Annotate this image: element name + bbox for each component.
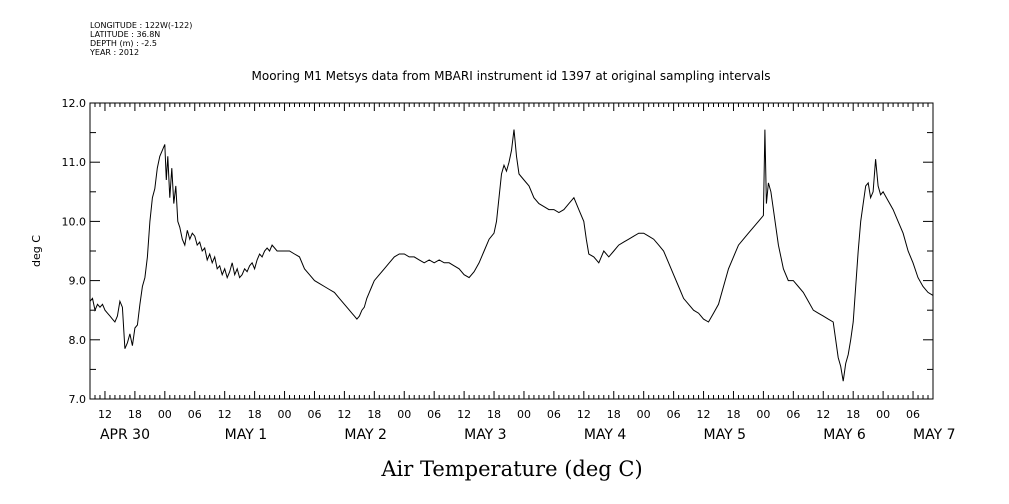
y-axis-label: deg C xyxy=(30,235,43,267)
series-line xyxy=(89,129,934,382)
x-hour-label: 18 xyxy=(128,408,142,421)
x-hour-label: 06 xyxy=(667,408,681,421)
x-hour-label: 18 xyxy=(487,408,501,421)
axis-labels: 7.0 8.0 9.0 10.0 11.0 12.0 12 18 00 06 12 18 00 06 12 1… xyxy=(62,97,956,443)
x-hour-label: 00 xyxy=(397,408,411,421)
x-hour-label: 06 xyxy=(906,408,920,421)
x-hour-label: 12 xyxy=(697,408,711,421)
y-tick-label: 10.0 xyxy=(62,215,87,228)
x-hour-label: 12 xyxy=(98,408,112,421)
y-tick-label: 12.0 xyxy=(62,97,87,110)
meta-latitude: LATITUDE : 36.8N xyxy=(90,30,161,39)
y-tick-label: 7.0 xyxy=(69,393,87,406)
x-hour-label: 12 xyxy=(457,408,471,421)
x-hour-label: 06 xyxy=(786,408,800,421)
x-hour-label: 06 xyxy=(547,408,561,421)
x-hour-label: 00 xyxy=(876,408,890,421)
metadata-block: LONGITUDE : 122W(-122) LATITUDE : 36.8N … xyxy=(90,21,192,57)
x-hour-label: 12 xyxy=(218,408,232,421)
x-axis-label: Air Temperature (deg C) xyxy=(380,457,642,481)
x-date-label: MAY 7 xyxy=(913,427,955,443)
x-date-label: MAY 5 xyxy=(704,427,746,443)
x-date-label: MAY 1 xyxy=(225,427,267,443)
x-hour-label: 18 xyxy=(367,408,381,421)
x-date-label: APR 30 xyxy=(100,427,150,443)
x-date-label: MAY 4 xyxy=(584,427,627,443)
axis-ticks xyxy=(89,102,934,400)
y-tick-label: 8.0 xyxy=(69,334,87,347)
x-hour-label: 18 xyxy=(726,408,740,421)
x-date-label: MAY 6 xyxy=(823,427,866,443)
meta-year: YEAR : 2012 xyxy=(90,48,140,57)
x-hour-label: 18 xyxy=(607,408,621,421)
x-hour-label: 12 xyxy=(816,408,830,421)
chart-title: Mooring M1 Metsys data from MBARI instru… xyxy=(252,69,771,83)
x-hour-label: 00 xyxy=(158,408,172,421)
meta-depth: DEPTH (m) : -2.5 xyxy=(90,39,157,48)
y-tick-label: 9.0 xyxy=(69,275,87,288)
x-hour-label: 18 xyxy=(846,408,860,421)
x-date-label: MAY 2 xyxy=(344,427,386,443)
x-hour-label: 12 xyxy=(577,408,591,421)
x-hour-label: 00 xyxy=(637,408,651,421)
x-hour-label: 06 xyxy=(188,408,202,421)
x-hour-label: 00 xyxy=(278,408,292,421)
x-hour-label: 06 xyxy=(427,408,441,421)
x-hour-label: 00 xyxy=(517,408,531,421)
x-hour-label: 12 xyxy=(337,408,351,421)
y-tick-label: 11.0 xyxy=(62,156,87,169)
x-hour-label: 00 xyxy=(756,408,770,421)
x-date-label: MAY 3 xyxy=(464,427,506,443)
meta-longitude: LONGITUDE : 122W(-122) xyxy=(90,21,193,30)
x-hour-label: 18 xyxy=(248,408,262,421)
x-hour-label: 06 xyxy=(307,408,321,421)
